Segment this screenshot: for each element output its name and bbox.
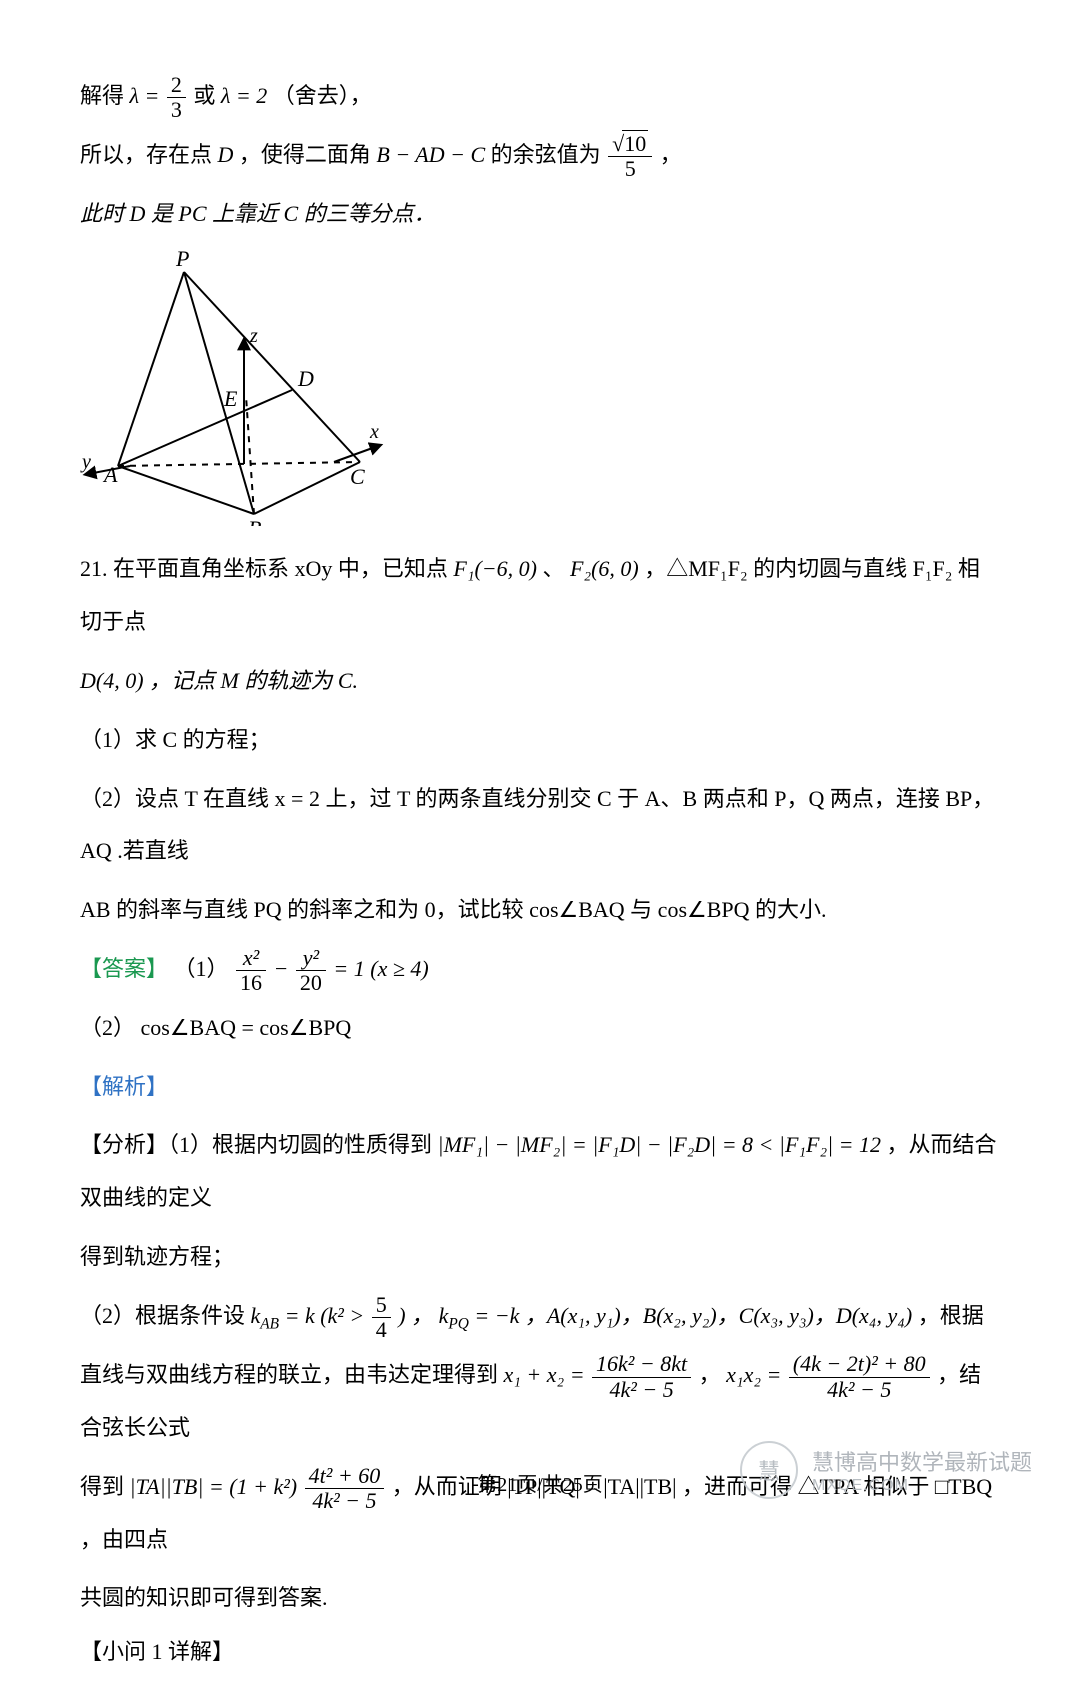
label-z: z [249, 325, 258, 347]
math: λ = 2 [221, 83, 267, 108]
label-y: y [80, 451, 91, 473]
q21-stem-1: 21. 在平面直角坐标系 xOy 中，已知点 F₁(−6, 0) 、 F₂(6,… [80, 543, 1000, 649]
label-x: x [369, 421, 379, 443]
label-B: B [248, 516, 261, 526]
solution-line-3: 此时 D 是 PC 上靠近 C 的三等分点． [80, 188, 1000, 241]
sub1-label: 【小问 1 详解】 [80, 1631, 1000, 1673]
q21-stem-2: D(4, 0) ，记点 M 的轨迹为 C. [80, 655, 1000, 708]
solution-line-2: 所以，存在点 D ，使得二面角 B − AD − C 的余弦值为 √10 5 ， [80, 129, 1000, 182]
analysis-2: （2）根据条件设 kAB = k (k² > 5 4 ) ， kPQ = −k … [80, 1290, 1000, 1343]
answer-2: （2） cos∠BAQ = cos∠BPQ [80, 1002, 1000, 1055]
label-C: C [350, 464, 365, 489]
q21-part2a: （2）设点 T 在直线 x = 2 上，过 T 的两条直线分别交 C 于 A、B… [80, 773, 1000, 879]
text: （舍去）， [273, 83, 372, 108]
answer-1: 【答案】 （1） x² 16 − y² 20 = 1 (x ≥ 4) [80, 943, 1000, 996]
watermark-icon: 慧 [740, 1441, 798, 1499]
q21-part2b: AB 的斜率与直线 PQ 的斜率之和为 0，试比较 cos∠BAQ 与 cos∠… [80, 884, 1000, 937]
analysis-5: 共圆的知识即可得到答案. [80, 1572, 1000, 1625]
answer-label: 【答案】 [80, 956, 168, 981]
label-D: D [297, 366, 314, 391]
text: 或 [193, 83, 221, 108]
fraction-sqrt10-5: √10 5 [608, 132, 652, 181]
analysis-label: 【解析】 [80, 1061, 1000, 1114]
fraction-2-3: 2 3 [167, 73, 186, 122]
label-E: E [223, 386, 238, 411]
math: λ = [130, 83, 165, 108]
watermark-line2: MXQE.COM [812, 1477, 1032, 1495]
q21-part1: （1）求 C 的方程； [80, 714, 1000, 767]
text: 解得 [80, 83, 130, 108]
label-A: A [102, 462, 118, 487]
analysis-1: 【分析】（1）根据内切圆的性质得到 |MF₁| − |MF₂| = |F₁D| … [80, 1119, 1000, 1225]
watermark: 慧 慧博高中数学最新试题 MXQE.COM [740, 1435, 1040, 1505]
analysis-1b: 得到轨迹方程； [80, 1231, 1000, 1284]
solution-line-1: 解得 λ = 2 3 或 λ = 2 （舍去）， [80, 70, 1000, 123]
label-P: P [175, 246, 189, 271]
tetrahedron-figure: P A B C D E z x y [74, 246, 1000, 531]
watermark-line1: 慧博高中数学最新试题 [812, 1445, 1032, 1477]
